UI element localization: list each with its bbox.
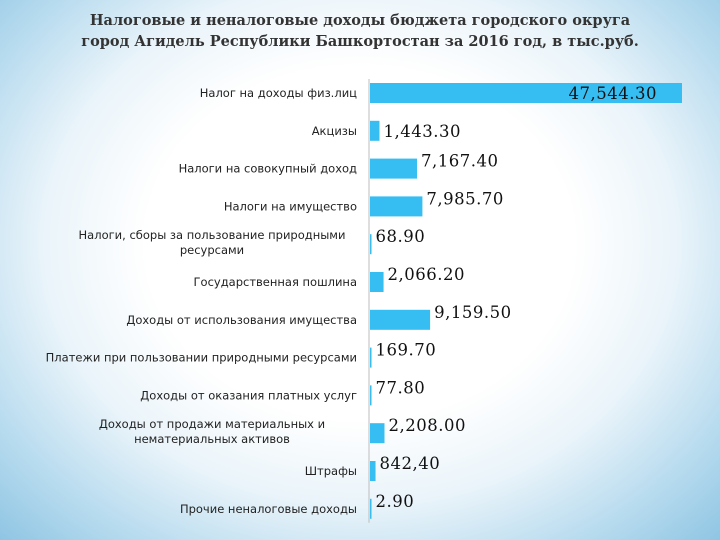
data-label: 47,544.30 [569, 84, 657, 103]
bar [370, 385, 372, 406]
category-label: Платежи при пользовании природными ресур… [46, 351, 357, 365]
category-label: Налог на доходы физ.лиц [200, 86, 357, 100]
category-label: Доходы от использования имущества [126, 313, 357, 327]
category-label: Налоги на имущество [224, 199, 357, 213]
chart-title-line-1: Налоговые и неналоговые доходы бюджета г… [89, 12, 631, 29]
data-label: 9,159.50 [434, 303, 511, 322]
category-label: Государственная пошлина [194, 275, 357, 289]
bar [370, 423, 385, 444]
bar [370, 498, 372, 519]
chart-title-line-2: город Агидель Республики Башкортостан за… [81, 33, 639, 50]
category-label: Доходы от оказания платных услуг [140, 388, 357, 402]
bar [370, 234, 372, 255]
data-label: 2,208.00 [388, 416, 465, 435]
bar [370, 158, 418, 179]
chart-title: Налоговые и неналоговые доходы бюджета г… [0, 10, 720, 52]
category-label: Доходы от продажи материальных и нематери… [99, 417, 325, 446]
bar [370, 461, 376, 481]
data-label: 7,167.40 [421, 152, 498, 171]
bar [370, 83, 682, 103]
data-label: 2,066.20 [388, 265, 465, 284]
category-label: Налоги на совокупный доход [179, 162, 357, 176]
data-label: 169.70 [376, 341, 437, 360]
bar [370, 196, 423, 217]
category-label: Прочие неналоговые доходы [180, 502, 357, 516]
data-label: 68.90 [376, 227, 426, 246]
bar [370, 309, 431, 330]
data-label: 842,40 [380, 454, 441, 473]
data-label: 2.90 [376, 492, 415, 511]
bar [370, 347, 372, 368]
category-label: Акцизы [312, 124, 357, 138]
data-label: 7,985.70 [426, 189, 503, 208]
category-label: Штрафы [305, 464, 357, 478]
bar [370, 272, 384, 292]
category-label: Налоги, сборы за пользование природными р… [79, 228, 346, 257]
data-label: 77.80 [376, 378, 426, 397]
data-label: 1,443.30 [383, 122, 460, 141]
bar [370, 120, 380, 141]
